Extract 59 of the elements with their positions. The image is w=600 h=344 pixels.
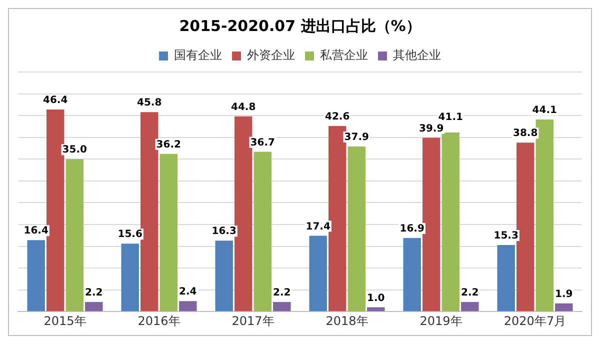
data-label: 17.4 (306, 221, 330, 232)
data-label: 1.9 (555, 288, 573, 300)
data-label: 42.6 (325, 112, 350, 123)
bar (442, 132, 460, 312)
bar (215, 240, 233, 312)
bar (367, 307, 385, 312)
data-label: 15.6 (118, 229, 142, 240)
bar (121, 244, 139, 312)
bar (461, 302, 479, 312)
data-label: 37.9 (344, 132, 370, 144)
data-label: 39.9 (419, 123, 444, 134)
x-tick-label: 2016年 (138, 314, 180, 328)
bar (27, 240, 45, 312)
bar (309, 236, 327, 312)
legend-label: 私营企业 (320, 48, 368, 62)
data-label: 16.9 (400, 224, 424, 235)
chart-title: 2015-2020.07 进出口占比（%） (179, 16, 421, 35)
bar (536, 119, 554, 312)
bar (422, 138, 440, 312)
data-label: 41.1 (438, 112, 464, 124)
x-tick-label: 2015年 (44, 314, 86, 328)
bar (273, 302, 291, 312)
bar (497, 244, 515, 312)
x-tick-label: 2017年 (232, 314, 274, 328)
bar (234, 116, 252, 312)
bar (254, 152, 272, 312)
bar (160, 154, 178, 312)
data-label: 16.3 (212, 226, 236, 238)
bar (46, 109, 64, 312)
data-label: 2.4 (179, 286, 197, 298)
bar (328, 126, 346, 312)
data-label: 38.8 (513, 128, 538, 140)
bar (179, 301, 197, 312)
data-label: 1.0 (367, 292, 385, 304)
data-label: 16.4 (24, 226, 48, 237)
legend-label: 外资企业 (247, 48, 295, 62)
data-label: 36.7 (250, 137, 276, 148)
x-tick-label: 2018年 (326, 314, 368, 328)
bar (555, 303, 573, 312)
x-tick-label: 2019年 (420, 314, 462, 328)
data-label: 45.8 (137, 98, 162, 109)
data-label: 44.8 (231, 102, 256, 114)
data-label: 44.1 (532, 105, 558, 116)
bar (85, 302, 103, 312)
data-label: 2.2 (85, 288, 103, 299)
x-tick-label: 2020年7月 (504, 314, 566, 328)
data-label: 36.2 (156, 139, 182, 150)
bar (403, 238, 421, 312)
data-label: 35.0 (62, 144, 88, 156)
data-label: 2.2 (461, 288, 479, 299)
bar (140, 112, 158, 312)
data-label: 15.3 (494, 230, 518, 242)
data-label: 2.2 (273, 288, 291, 299)
bar (348, 146, 366, 312)
legend-label: 其他企业 (393, 48, 441, 62)
bar (66, 159, 84, 312)
legend-label: 国有企业 (174, 48, 222, 62)
data-label: 46.4 (43, 95, 68, 106)
bar (516, 142, 534, 312)
